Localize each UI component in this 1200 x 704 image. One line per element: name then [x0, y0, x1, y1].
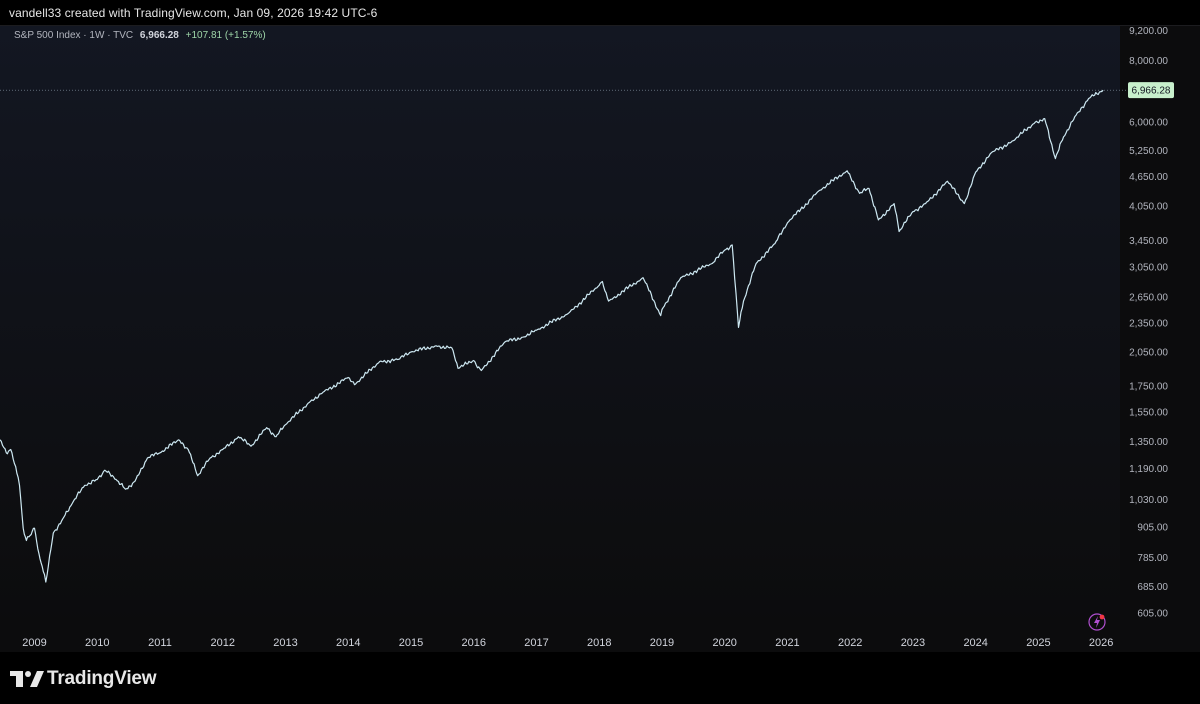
legend-symbol: S&P 500 Index · 1W · TVC — [14, 30, 134, 41]
x-tick-label: 2012 — [211, 637, 235, 649]
tradingview-logo[interactable]: TradingView — [10, 668, 157, 689]
x-tick-label: 2013 — [273, 637, 297, 649]
y-tick-label: 1,350.00 — [1129, 437, 1168, 448]
x-tick-label: 2018 — [587, 637, 611, 649]
legend-change: +107.81 (+1.57%) — [185, 30, 266, 41]
x-tick-label: 2017 — [524, 637, 548, 649]
footer-bar: TradingView — [0, 652, 1200, 704]
y-tick-label: 905.00 — [1137, 523, 1168, 534]
y-tick-label: 8,000.00 — [1129, 56, 1168, 67]
x-tick-label: 2025 — [1026, 637, 1050, 649]
brand-name: TradingView — [47, 668, 157, 689]
x-tick-label: 2009 — [22, 637, 46, 649]
last-price-label: 6,966.28 — [1132, 86, 1171, 97]
chart-credit: vandell33 created with TradingView.com, … — [9, 6, 378, 20]
y-tick-label: 1,750.00 — [1129, 381, 1168, 392]
y-tick-label: 1,190.00 — [1129, 464, 1168, 475]
last-price-badge-bg — [1128, 82, 1174, 99]
top-bar: vandell33 created with TradingView.com, … — [0, 0, 1200, 26]
x-tick-label: 2016 — [461, 637, 485, 649]
price-series-line — [0, 89, 1104, 583]
chart-area[interactable]: 9,200.00 8,000.00 6,000.00 5,250.00 4,650.00… — [0, 26, 1200, 652]
lightning-icon[interactable] — [1087, 612, 1107, 632]
y-tick-label: 605.00 — [1137, 609, 1168, 620]
plot-background — [0, 26, 1120, 626]
chart-legend[interactable]: S&P 500 Index · 1W · TVC 6,966.28 +107.8… — [14, 30, 266, 41]
y-tick-label: 1,550.00 — [1129, 407, 1168, 418]
y-tick-label: 2,650.00 — [1129, 293, 1168, 304]
y-tick-label: 785.00 — [1137, 553, 1168, 564]
x-tick-label: 2024 — [963, 637, 987, 649]
y-tick-label: 2,050.00 — [1129, 347, 1168, 358]
y-tick-label: 6,000.00 — [1129, 118, 1168, 129]
time-axis[interactable] — [0, 626, 1120, 652]
x-tick-label: 2011 — [148, 637, 172, 649]
y-tick-label: 3,050.00 — [1129, 262, 1168, 273]
price-axis[interactable] — [1120, 26, 1200, 652]
x-tick-label: 2023 — [901, 637, 925, 649]
x-tick-label: 2019 — [650, 637, 674, 649]
y-tick-label: 4,050.00 — [1129, 202, 1168, 213]
x-tick-label: 2014 — [336, 637, 360, 649]
y-tick-label: 4,650.00 — [1129, 172, 1168, 183]
y-tick-label: 3,450.00 — [1129, 236, 1168, 247]
x-tick-label: 2010 — [85, 637, 109, 649]
y-tick-label: 9,200.00 — [1129, 26, 1168, 37]
x-tick-label: 2021 — [775, 637, 799, 649]
y-tick-label: 2,350.00 — [1129, 318, 1168, 329]
price-chart[interactable]: 9,200.00 8,000.00 6,000.00 5,250.00 4,650.00… — [0, 26, 1200, 652]
x-tick-label: 2015 — [399, 637, 423, 649]
x-tick-label: 2026 — [1089, 637, 1113, 649]
y-tick-label: 685.00 — [1137, 582, 1168, 593]
last-price-badge: 6,966.28 — [1128, 82, 1174, 99]
x-tick-label: 2022 — [838, 637, 862, 649]
y-tick-label: 5,250.00 — [1129, 146, 1168, 157]
legend-price: 6,966.28 — [139, 30, 179, 41]
x-tick-label: 2020 — [712, 637, 736, 649]
tradingview-logo-icon — [10, 671, 44, 687]
y-tick-label: 1,030.00 — [1129, 495, 1168, 506]
